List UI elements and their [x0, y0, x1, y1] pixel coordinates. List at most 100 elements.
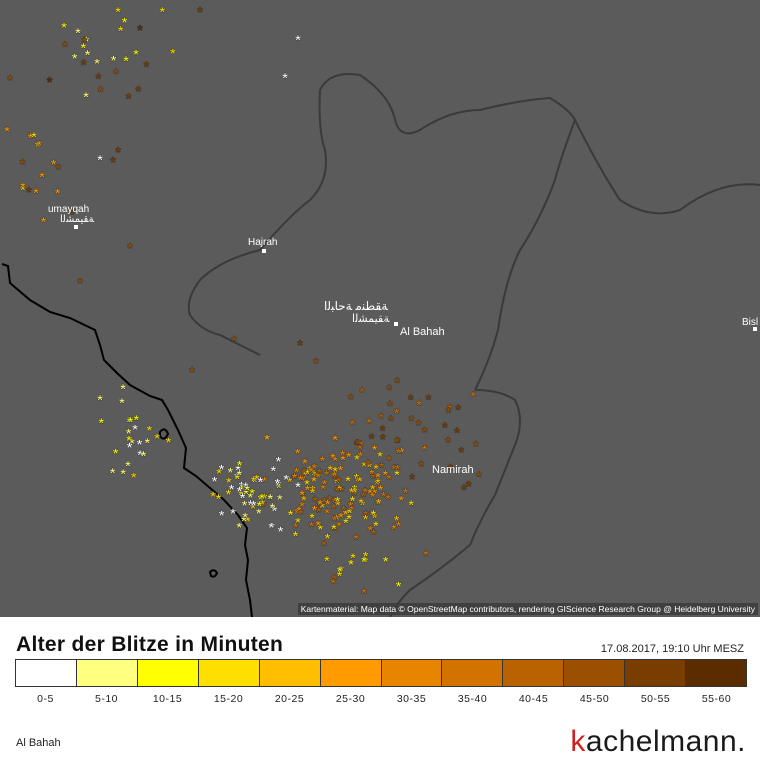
lightning-strike-icon: * — [380, 431, 386, 448]
lightning-strike-icon: * — [335, 494, 341, 511]
coastline — [1, 263, 253, 617]
lightning-strike-icon: * — [357, 473, 363, 490]
lightning-strike-icon: * — [299, 498, 305, 515]
legend-swatch-55-60 — [686, 660, 747, 686]
lightning-strike-icon: * — [353, 471, 359, 488]
lightning-strike-icon: * — [332, 453, 338, 470]
lightning-strike-icon: * — [299, 487, 305, 504]
lightning-strike-icon: * — [259, 490, 265, 507]
legend-label: 35-40 — [457, 693, 488, 705]
lightning-strike-icon: * — [257, 474, 263, 491]
lightning-strike-icon: * — [367, 522, 373, 539]
lightning-strike-icon: * — [324, 506, 330, 523]
lightning-strike-icon: * — [376, 496, 382, 513]
lightning-strike-icon: * — [373, 518, 379, 535]
lightning-strike-icon: * — [95, 70, 101, 87]
lightning-strike-icon: * — [127, 240, 133, 257]
lightning-strike-icon: * — [340, 447, 346, 464]
lightning-strike-icon: * — [321, 476, 327, 493]
lightning-strike-icon: * — [426, 392, 432, 409]
lightning-strike-icon: * — [394, 435, 400, 452]
lightning-strike-icon: * — [252, 474, 258, 491]
lightning-strike-icon: * — [366, 415, 372, 432]
lightning-strike-icon: * — [62, 38, 68, 55]
lightning-strike-icon: * — [120, 381, 126, 398]
lightning-strike-icon: * — [144, 435, 150, 452]
lightning-strike-icon: * — [351, 487, 357, 504]
lightning-strike-icon: * — [297, 337, 303, 354]
lightning-strike-icon: * — [236, 467, 242, 484]
legend-swatch-5-10 — [76, 660, 138, 686]
lightning-strike-icon: * — [332, 494, 338, 511]
lightning-strike-icon: * — [375, 475, 381, 492]
place-label-al-bahah: Al Bahah — [400, 326, 445, 338]
lightning-strike-icon: * — [47, 74, 53, 91]
lightning-strike-icon: * — [380, 422, 386, 439]
lightning-map[interactable]: ********************* ****************** *… — [0, 0, 760, 617]
legend-label: 0-5 — [37, 693, 54, 705]
lightning-strike-icon: * — [312, 503, 318, 520]
lightning-strike-icon: * — [470, 388, 476, 405]
legend-swatch-10-15 — [137, 660, 199, 686]
lightning-strike-icon: * — [237, 457, 243, 474]
legend-swatch-40-45 — [503, 660, 565, 686]
lightning-strike-icon: * — [216, 491, 222, 508]
arabic-label-region-2: ﺔﻘﻴﻤﺸﻟا — [352, 313, 389, 325]
lightning-strike-icon: * — [295, 505, 301, 522]
map-attribution[interactable]: Kartenmaterial: Map data © OpenStreetMap… — [297, 603, 758, 615]
lightning-strike-icon: * — [370, 489, 376, 506]
lightning-strike-icon: * — [445, 404, 451, 421]
lightning-strike-icon: * — [283, 471, 289, 488]
lightning-strike-icon: * — [331, 469, 337, 486]
legend-swatch-15-20 — [198, 660, 260, 686]
brand-logo-text: achelmann. — [585, 725, 746, 758]
lightning-strike-icon: * — [137, 437, 143, 454]
lightning-strike-icon: * — [361, 553, 367, 570]
lightning-strike-icon: * — [317, 497, 323, 514]
lightning-strike-icon: * — [377, 449, 383, 466]
lightning-strike-icon: * — [348, 557, 354, 574]
lightning-strike-icon: * — [295, 32, 301, 49]
lightning-strike-icon: * — [369, 507, 375, 524]
lightning-strike-icon: * — [316, 465, 322, 482]
lightning-strike-icon: * — [394, 406, 400, 423]
lightning-strike-icon: * — [354, 452, 360, 469]
lightning-strike-icon: * — [249, 486, 255, 503]
lightning-strike-icon: * — [212, 473, 218, 490]
lightning-strike-icon: * — [292, 470, 298, 487]
lightning-strike-icon: * — [110, 465, 116, 482]
legend-color-bar — [15, 659, 747, 687]
lightning-strike-icon: * — [315, 469, 321, 486]
arabic-label-shumayqah: ﺔﻘﻴﻤﺸﻟا — [60, 214, 95, 225]
lightning-strike-icon: * — [386, 471, 392, 488]
lightning-strike-icon: * — [251, 498, 257, 515]
lightning-strike-icon: * — [340, 452, 346, 469]
lightning-strike-icon: * — [123, 53, 129, 70]
legend-swatch-0-5 — [16, 660, 77, 686]
lightning-strike-icon: * — [295, 479, 301, 496]
place-marker-al-bahah — [394, 322, 398, 326]
lightning-strike-icon: * — [332, 471, 338, 488]
lightning-strike-icon: * — [225, 486, 231, 503]
legend-title: Alter der Blitze in Minuten — [16, 633, 284, 656]
lightning-strike-icon: * — [382, 467, 388, 484]
lightning-strike-icon: * — [119, 395, 125, 412]
lightning-strike-icon: * — [379, 459, 385, 476]
lightning-strike-icon: * — [81, 57, 87, 74]
lightning-strike-icon: * — [349, 484, 355, 501]
lightning-strike-icon: * — [332, 432, 338, 449]
lightning-strike-icon: * — [141, 448, 147, 465]
map-background — [0, 0, 760, 617]
lightning-strike-icon: * — [445, 434, 451, 451]
lightning-strike-icon: * — [363, 511, 369, 528]
brand-logo[interactable]: kachelmann. — [570, 725, 746, 759]
lightning-strike-icon: * — [297, 472, 303, 489]
lightning-strike-icon: * — [271, 503, 277, 520]
lightning-strike-icon: * — [282, 70, 288, 87]
lightning-strike-icon: * — [245, 514, 251, 531]
lightning-strike-icon: * — [244, 482, 250, 499]
lightning-strike-icon: * — [296, 503, 302, 520]
lightning-strike-icon: * — [274, 475, 280, 492]
lightning-strike-icon: * — [210, 488, 216, 505]
lightning-strike-icon: * — [170, 45, 176, 62]
